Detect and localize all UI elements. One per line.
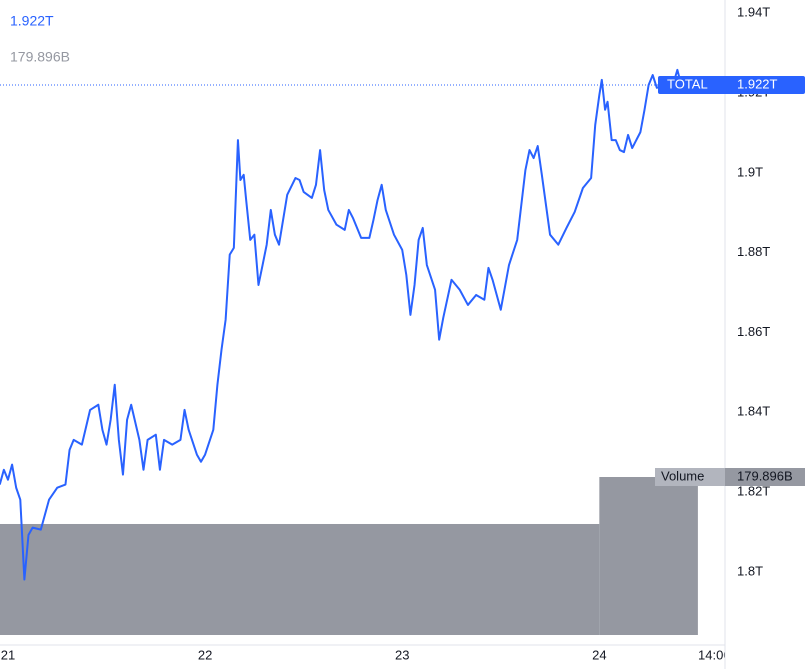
x-tick-label: 24 bbox=[592, 647, 606, 662]
volume-bar bbox=[599, 477, 698, 635]
y-tick-label: 1.82T bbox=[737, 484, 770, 499]
volume-name-badge bbox=[655, 468, 725, 487]
y-tick-label: 1.8T bbox=[737, 563, 763, 578]
plot-area: 21 22 23 24 14:00 bbox=[0, 68, 731, 662]
volume-label: 179.896B bbox=[737, 468, 793, 483]
y-tick-label: 1.86T bbox=[737, 324, 770, 339]
volume-bar bbox=[0, 523, 600, 635]
x-tick-label: 14:00 bbox=[698, 647, 731, 662]
price-label: 1.922T bbox=[737, 76, 778, 91]
x-tick-label: 23 bbox=[395, 647, 409, 662]
price-line bbox=[0, 68, 702, 581]
y-tick-label: 1.88T bbox=[737, 244, 770, 259]
y-tick-label: 1.94T bbox=[737, 5, 770, 20]
last-price: 1.922T bbox=[10, 13, 54, 29]
volume-badge bbox=[725, 468, 805, 487]
x-tick-label: 22 bbox=[198, 647, 212, 662]
price-badge bbox=[658, 76, 805, 95]
y-tick-label: 1.9T bbox=[737, 164, 763, 179]
last-volume: 179.896B bbox=[10, 49, 70, 65]
series-name: TOTAL bbox=[667, 76, 708, 91]
volume-name: Volume bbox=[661, 468, 704, 483]
y-tick-label: 1.84T bbox=[737, 404, 770, 419]
x-tick-label: 21 bbox=[1, 647, 15, 662]
